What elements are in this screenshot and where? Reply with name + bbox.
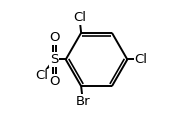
Text: Cl: Cl (134, 53, 147, 66)
Text: O: O (49, 75, 59, 88)
Text: Cl: Cl (74, 11, 87, 24)
Text: S: S (50, 53, 58, 66)
Text: Br: Br (76, 95, 91, 108)
Text: O: O (49, 31, 59, 44)
Text: Cl: Cl (35, 69, 48, 82)
